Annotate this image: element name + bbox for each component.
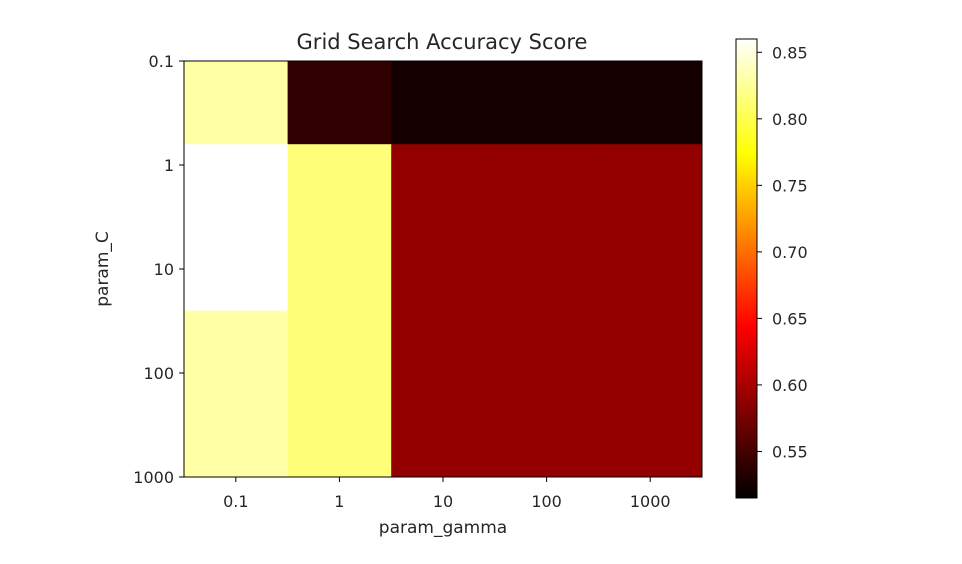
heatmap-cell <box>287 310 392 395</box>
x-tick-label: 10 <box>433 492 453 511</box>
heatmap-cell <box>287 144 392 228</box>
heatmap-cell <box>494 227 599 312</box>
colorbar-tick-label: 0.70 <box>772 243 808 262</box>
x-tick-label: 100 <box>531 492 562 511</box>
heatmap-cell <box>287 227 392 312</box>
heatmap-cell <box>598 61 703 145</box>
y-tick-label: 1000 <box>133 468 174 487</box>
heatmap-cell <box>184 393 289 478</box>
colorbar-tick-label: 0.55 <box>772 442 808 461</box>
colorbar-tick-label: 0.75 <box>772 176 808 195</box>
y-tick-label: 10 <box>154 260 174 279</box>
y-axis-label: param_C <box>93 231 113 307</box>
heatmap-cells <box>184 61 703 478</box>
chart-title: Grid Search Accuracy Score <box>297 30 588 54</box>
heatmap-cell <box>391 144 496 228</box>
colorbar-tick-label: 0.65 <box>772 309 808 328</box>
heatmap-cell <box>184 310 289 395</box>
heatmap-cell <box>598 310 703 395</box>
colorbar <box>735 38 758 499</box>
x-tick-label: 1000 <box>630 492 671 511</box>
heatmap-cell <box>598 144 703 228</box>
colorbar-tick-label: 0.80 <box>772 110 808 129</box>
heatmap-cell <box>494 310 599 395</box>
heatmap-cell <box>391 310 496 395</box>
heatmap-cell <box>598 393 703 478</box>
heatmap-cell <box>494 144 599 228</box>
heatmap-cell <box>287 61 392 145</box>
y-axis-ticks: 0.1 1 10 100 1000 <box>133 52 184 487</box>
heatmap-cell <box>494 393 599 478</box>
x-axis-label: param_gamma <box>379 518 507 538</box>
heatmap-cell <box>184 61 289 145</box>
colorbar-ticks: 0.55 0.60 0.65 0.70 0.75 0.80 0.85 <box>757 43 808 461</box>
heatmap-cell <box>184 227 289 312</box>
x-axis-ticks: 0.1 1 10 100 1000 <box>223 477 671 511</box>
heatmap-cell <box>598 227 703 312</box>
heatmap-cell <box>391 61 496 145</box>
heatmap-cell <box>184 144 289 228</box>
y-tick-label: 1 <box>164 156 174 175</box>
y-tick-label: 100 <box>143 364 174 383</box>
heatmap-cell <box>391 227 496 312</box>
x-tick-label: 1 <box>334 492 344 511</box>
y-tick-label: 0.1 <box>149 52 174 71</box>
heatmap-cell <box>287 393 392 478</box>
heatmap-cell <box>391 393 496 478</box>
x-tick-label: 0.1 <box>223 492 248 511</box>
colorbar-tick-label: 0.85 <box>772 43 808 62</box>
colorbar-tick-label: 0.60 <box>772 376 808 395</box>
heatmap-cell <box>494 61 599 145</box>
